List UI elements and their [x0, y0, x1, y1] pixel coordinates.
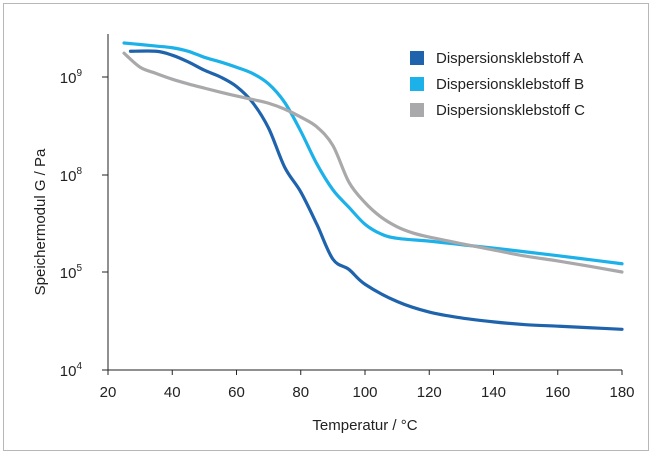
- x-tick-label: 40: [164, 384, 181, 401]
- x-tick-label: 60: [228, 384, 245, 401]
- series-line-b: [122, 41, 624, 266]
- series-line-a: [128, 49, 624, 331]
- series-line-c: [122, 51, 624, 274]
- y-tick-exponent: 8: [76, 166, 82, 177]
- y-tick-base: 10: [60, 168, 77, 185]
- x-axis-title: Temperatur / °C: [312, 417, 417, 434]
- y-tick-exponent: 4: [76, 361, 82, 372]
- legend-swatch-a: [410, 51, 424, 65]
- legend-swatch-c: [410, 103, 424, 117]
- y-axis-title: Speichermodul G / Pa: [32, 148, 49, 295]
- legend-label-c: Dispersionsklebstoff C: [436, 102, 585, 119]
- y-tick-base: 10: [60, 70, 77, 87]
- legend-label-a: Dispersionsklebstoff A: [436, 50, 583, 67]
- y-tick-label: 105: [60, 263, 83, 282]
- y-tick-exponent: 5: [76, 263, 82, 274]
- x-ticks: 20 40 60 80 100 120 140 160 180: [100, 370, 635, 401]
- chart-frame: [3, 3, 649, 451]
- x-tick-label: 120: [417, 384, 442, 401]
- x-tick-label: 160: [545, 384, 570, 401]
- y-tick-label: 104: [60, 361, 83, 380]
- x-tick-label: 140: [481, 384, 506, 401]
- y-tick-exponent: 9: [76, 68, 82, 79]
- legend: Dispersionsklebstoff A Dispersionsklebsto…: [410, 50, 585, 119]
- series-layer: [122, 41, 624, 331]
- y-tick-label: 108: [60, 166, 83, 185]
- x-tick-label: 80: [292, 384, 309, 401]
- x-tick-label: 180: [609, 384, 634, 401]
- x-tick-label: 20: [100, 384, 117, 401]
- y-tick-base: 10: [60, 363, 77, 380]
- y-tick-base: 10: [60, 265, 77, 282]
- y-tick-label: 109: [60, 68, 83, 87]
- legend-swatch-b: [410, 77, 424, 91]
- x-tick-label: 100: [352, 384, 377, 401]
- legend-label-b: Dispersionsklebstoff B: [436, 76, 584, 93]
